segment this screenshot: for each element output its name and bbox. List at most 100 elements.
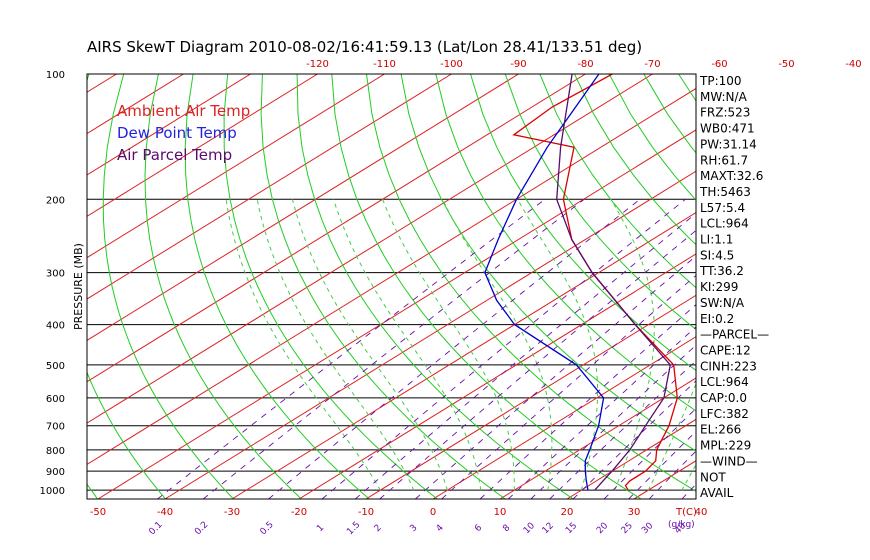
dry-adiabat-390 (643, 74, 696, 154)
isotherm--80 (87, 74, 586, 383)
mixing-ratio-label-3: 1 (315, 523, 326, 534)
index-5: RH:61.7 (700, 153, 748, 167)
index-17: CAPE:12 (700, 343, 751, 357)
series-line-1 (484, 74, 605, 491)
legend-entry-2: Air Parcel Temp (117, 146, 232, 164)
dry-adiabat-430 (783, 74, 870, 499)
index-26: AVAIL (700, 486, 734, 500)
series-line-0 (512, 74, 678, 491)
top-tick-5: -70 (644, 59, 660, 70)
top-tick-7: -50 (778, 59, 794, 70)
isotherm-50 (768, 74, 870, 499)
moist-adiabat-0 (291, 199, 448, 491)
bottom-tick-8: 30 (628, 507, 641, 518)
index-24: —WIND— (700, 454, 758, 468)
isotherm--120 (87, 74, 318, 217)
mixing-ratio-label-11: 12 (541, 521, 556, 536)
plot-frame (86, 73, 697, 500)
mixing-ratio-line-10 (530, 344, 696, 499)
index-13: KI:299 (700, 280, 738, 294)
dry-adiabat-330 (435, 74, 696, 412)
mixing-ratio-line-8 (479, 304, 696, 499)
mixing-ratio-label-9: 8 (501, 523, 512, 534)
mixing-ratio-line-11 (549, 360, 696, 499)
isotherm--50 (97, 129, 696, 499)
top-tick-2: -100 (440, 59, 463, 70)
isotherm-0 (432, 336, 696, 499)
mixing-ratio-line-5 (379, 229, 696, 499)
diagram-grid (87, 74, 870, 499)
mixing-ratio-label-15: 30 (640, 521, 655, 536)
top-tick-8: -40 (845, 59, 861, 70)
isotherm--30 (231, 211, 696, 499)
dry-adiabat-250 (144, 74, 302, 499)
mixing-ratio-label-6: 3 (408, 523, 419, 534)
pressure-label-900: 900 (46, 467, 65, 478)
legend-entry-0: Ambient Air Temp (117, 102, 250, 120)
bottom-tick-4: -10 (358, 507, 374, 518)
mixing-ratio-line-3 (321, 198, 686, 499)
index-9: LCL:964 (700, 217, 749, 231)
pressure-label-200: 200 (46, 195, 65, 206)
dry-adiabat-240 (102, 74, 234, 499)
top-tick-6: -60 (711, 59, 727, 70)
isotherm-20 (566, 418, 696, 499)
mixing-ratio-label-1: 0.2 (193, 520, 210, 537)
dry-adiabat-340 (470, 74, 696, 372)
index-23: MPL:229 (700, 439, 751, 453)
mixing-ratio-label-10: 10 (522, 521, 537, 536)
top-tick-1: -110 (373, 59, 396, 70)
index-4: PW:31.14 (700, 137, 757, 151)
mixing-ratio-line-9 (507, 326, 696, 499)
index-1: MW:N/A (700, 90, 748, 104)
mixing-ratio-label-14: 25 (620, 521, 635, 536)
dry-adiabat-360 (539, 74, 696, 289)
dry-adiabat-290 (296, 74, 574, 499)
mixing-ratio-line-7 (441, 274, 696, 499)
isotherm--110 (87, 74, 385, 259)
dry-adiabat-450 (852, 74, 870, 499)
mixing-ratio-line-13 (603, 407, 696, 499)
index-8: L57:5.4 (700, 201, 745, 215)
pressure-label-1000: 1000 (40, 486, 65, 497)
index-7: TH:5463 (699, 185, 751, 199)
mixing-ratio-line-2 (268, 198, 641, 499)
mixing-ratio-label-0: 0.1 (147, 520, 164, 537)
pressure-label-400: 400 (46, 321, 65, 332)
moist-adiabat-20 (517, 199, 599, 491)
top-tick-3: -90 (510, 59, 526, 70)
index-22: EL:266 (700, 423, 741, 437)
bottom-tick-3: -20 (291, 507, 307, 518)
mixing-ratio-label-5: 2 (373, 523, 384, 534)
pressure-label-300: 300 (46, 269, 65, 280)
bottom-tick-1: -40 (157, 507, 173, 518)
legend-entry-1: Dew Point Temp (117, 124, 237, 142)
mixing-ratio-line-6 (415, 255, 696, 499)
mixing-ratio-line-12 (572, 380, 696, 499)
index-2: FRZ:523 (700, 106, 750, 120)
bottom-tick-2: -30 (224, 507, 240, 518)
bottom-tick-5: 0 (430, 507, 436, 518)
pressure-label-500: 500 (46, 361, 65, 372)
isotherm--130 (87, 74, 251, 176)
index-10: LI:1.1 (700, 233, 733, 247)
bottom-tick-6: 10 (494, 507, 507, 518)
index-3: WB0:471 (700, 122, 755, 136)
isotherm--90 (87, 74, 519, 341)
dry-adiabat-280 (260, 74, 506, 499)
top-tick-0: -120 (306, 59, 329, 70)
mixing-ratio-line-15 (648, 450, 696, 499)
index-15: EI:0.2 (700, 312, 734, 326)
chart-title: AIRS SkewT Diagram 2010-08-02/16:41:59.1… (87, 38, 642, 56)
dry-adiabat-420 (748, 74, 870, 499)
dry-adiabat-300 (331, 74, 642, 499)
isotherm--10 (365, 294, 696, 499)
moist-adiabat-15 (442, 199, 553, 491)
moist-adiabat--5 (256, 199, 415, 491)
index-12: TT:36.2 (699, 264, 744, 278)
isotherm--60 (87, 87, 696, 466)
index-21: LFC:382 (700, 407, 749, 421)
index-18: CINH:223 (700, 359, 757, 373)
